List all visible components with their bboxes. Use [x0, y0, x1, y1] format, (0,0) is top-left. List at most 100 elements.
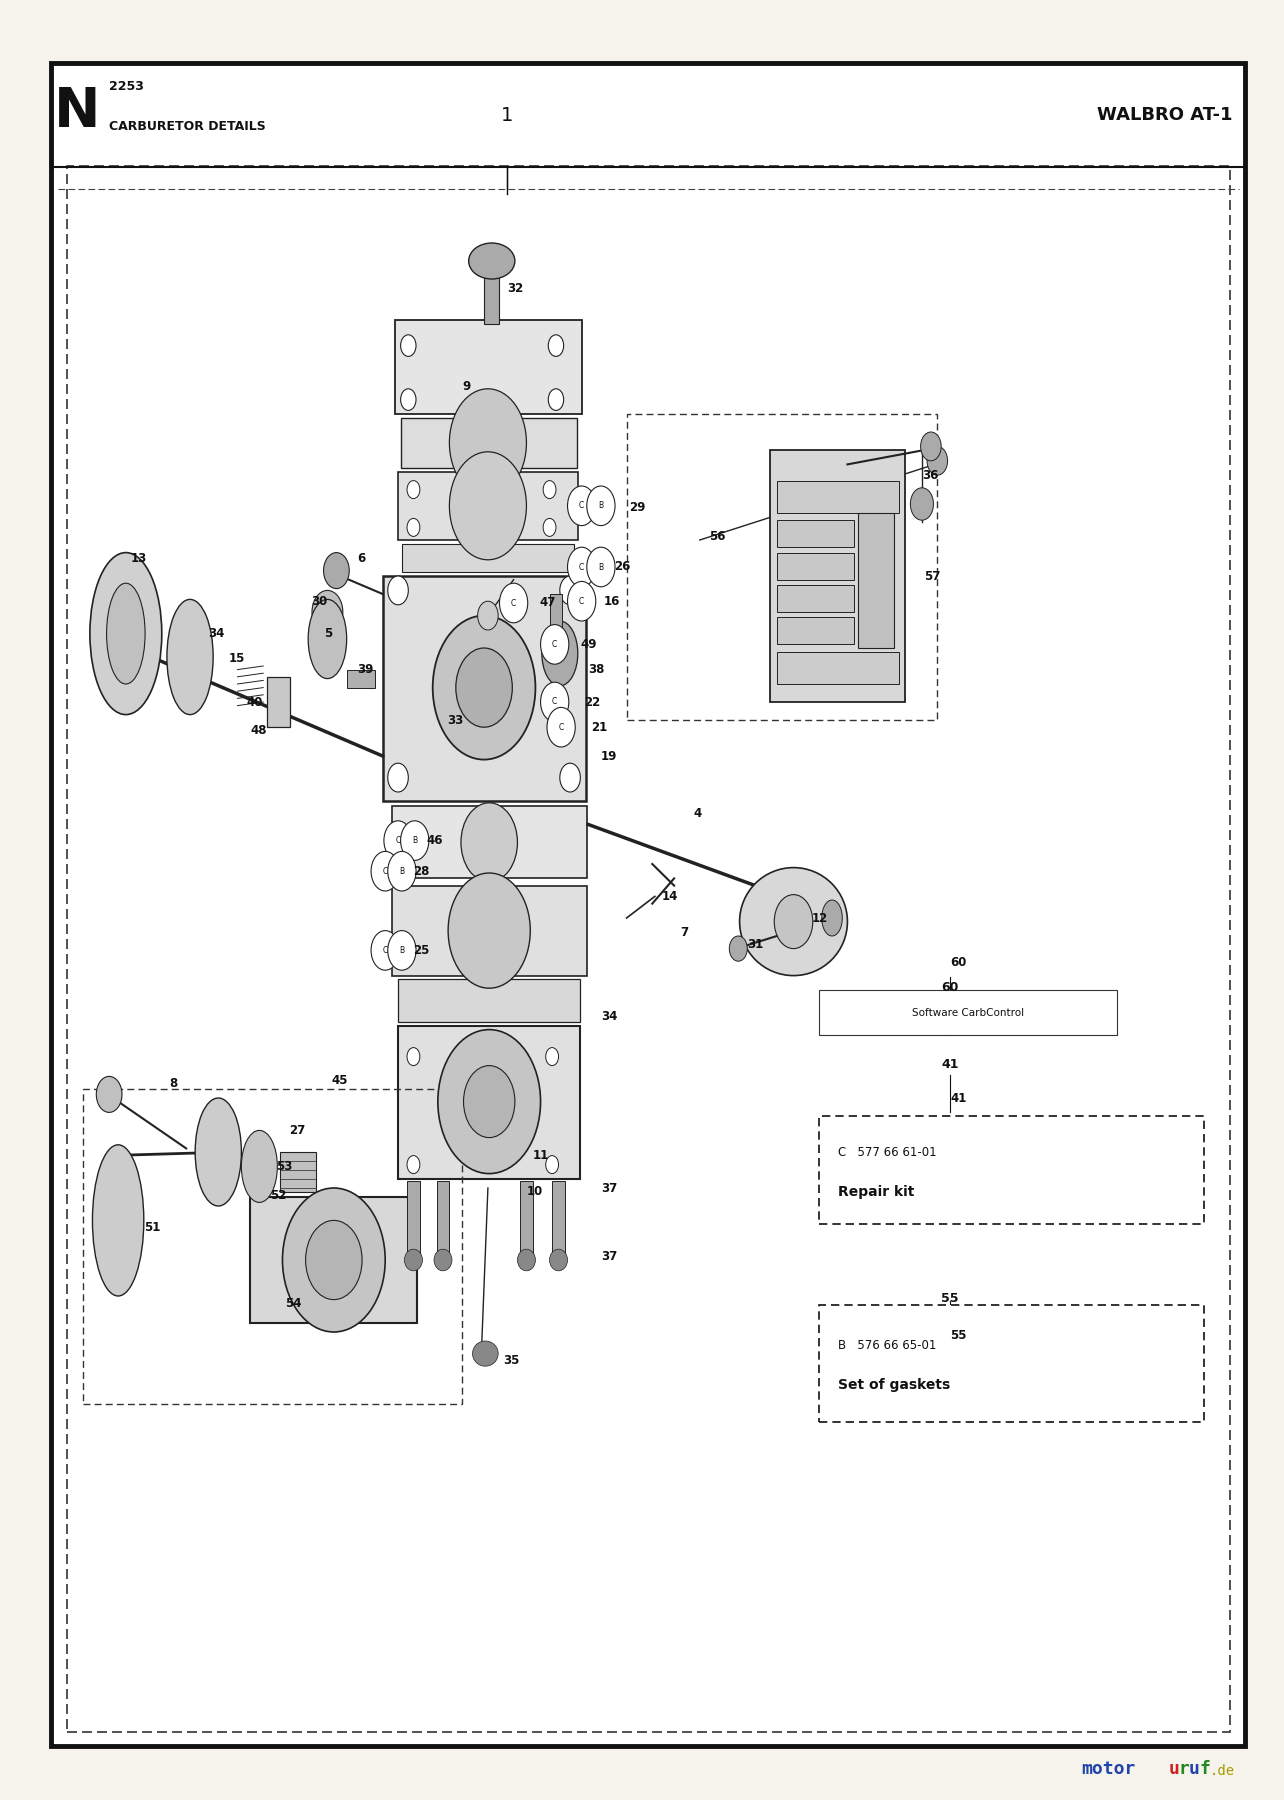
- Ellipse shape: [517, 1249, 535, 1271]
- Bar: [437, 1181, 449, 1260]
- Circle shape: [568, 486, 596, 526]
- Circle shape: [438, 1030, 541, 1174]
- Text: B: B: [598, 500, 603, 511]
- Circle shape: [560, 576, 580, 605]
- Text: 14: 14: [661, 889, 678, 904]
- Text: 54: 54: [285, 1296, 302, 1310]
- Circle shape: [312, 590, 343, 634]
- Text: u: u: [1168, 1760, 1179, 1778]
- Text: 11: 11: [533, 1148, 550, 1163]
- Text: 34: 34: [601, 1010, 618, 1024]
- Text: 10: 10: [526, 1184, 543, 1199]
- Ellipse shape: [434, 1249, 452, 1271]
- Text: C: C: [579, 500, 584, 511]
- Circle shape: [568, 581, 596, 621]
- Text: B   576 66 65-01: B 576 66 65-01: [838, 1339, 937, 1352]
- Text: B: B: [399, 947, 404, 954]
- Text: C: C: [395, 835, 401, 844]
- Bar: [552, 1181, 565, 1260]
- Text: Set of gaskets: Set of gaskets: [838, 1379, 950, 1391]
- Circle shape: [548, 389, 564, 410]
- Text: motor: motor: [1081, 1760, 1135, 1778]
- Text: 26: 26: [614, 560, 630, 574]
- Circle shape: [388, 576, 408, 605]
- Text: CARBURETOR DETAILS: CARBURETOR DETAILS: [109, 119, 266, 133]
- Text: 52: 52: [270, 1188, 286, 1202]
- Text: .de: .de: [1210, 1764, 1235, 1778]
- Text: C: C: [559, 724, 564, 731]
- Text: Software CarbControl: Software CarbControl: [912, 1008, 1025, 1017]
- Text: WALBRO AT-1: WALBRO AT-1: [1097, 106, 1233, 124]
- Bar: [67, 166, 1230, 1732]
- Text: 29: 29: [629, 500, 646, 515]
- Text: 47: 47: [539, 596, 556, 610]
- Text: C: C: [383, 866, 388, 875]
- Text: 36: 36: [922, 468, 939, 482]
- Ellipse shape: [90, 553, 162, 715]
- Circle shape: [546, 1048, 559, 1066]
- Bar: [83, 1089, 462, 1404]
- Ellipse shape: [469, 243, 515, 279]
- Text: 48: 48: [250, 724, 267, 738]
- Circle shape: [729, 936, 747, 961]
- Text: f: f: [1199, 1760, 1210, 1778]
- Text: 37: 37: [601, 1249, 618, 1264]
- Circle shape: [478, 601, 498, 630]
- Bar: [777, 520, 854, 547]
- Circle shape: [910, 488, 933, 520]
- Text: 7: 7: [681, 925, 688, 940]
- Ellipse shape: [822, 900, 842, 936]
- Bar: [770, 450, 905, 702]
- Bar: [250, 1197, 417, 1323]
- Bar: [819, 1305, 1204, 1422]
- Bar: [347, 670, 375, 688]
- Text: 21: 21: [591, 720, 607, 734]
- Circle shape: [407, 481, 420, 499]
- Circle shape: [449, 452, 526, 560]
- Bar: [777, 652, 899, 684]
- Bar: [395, 320, 582, 414]
- Circle shape: [371, 851, 399, 891]
- Text: 57: 57: [924, 569, 941, 583]
- Bar: [777, 617, 854, 644]
- Text: 55: 55: [950, 1328, 967, 1343]
- Ellipse shape: [404, 1249, 422, 1271]
- Text: 6: 6: [357, 551, 365, 565]
- Circle shape: [927, 446, 948, 475]
- Text: 46: 46: [426, 833, 443, 848]
- Ellipse shape: [195, 1098, 241, 1206]
- Text: C: C: [579, 598, 584, 605]
- Circle shape: [543, 481, 556, 499]
- Ellipse shape: [167, 599, 213, 715]
- Bar: [398, 472, 578, 540]
- Text: 60: 60: [950, 956, 967, 970]
- Text: 38: 38: [588, 662, 605, 677]
- Circle shape: [388, 931, 416, 970]
- Circle shape: [548, 335, 564, 356]
- Text: B: B: [399, 866, 404, 875]
- Text: 53: 53: [276, 1159, 293, 1174]
- Circle shape: [306, 1220, 362, 1300]
- Ellipse shape: [241, 1130, 277, 1202]
- Text: 4: 4: [693, 806, 701, 821]
- Text: 45: 45: [331, 1073, 348, 1087]
- Circle shape: [96, 1076, 122, 1112]
- Bar: [392, 806, 587, 878]
- Circle shape: [921, 432, 941, 461]
- Bar: [398, 979, 580, 1022]
- Text: 35: 35: [503, 1354, 520, 1368]
- Text: 28: 28: [413, 864, 430, 878]
- Circle shape: [456, 648, 512, 727]
- Bar: [392, 886, 587, 976]
- Text: 1: 1: [501, 106, 514, 124]
- Circle shape: [371, 931, 399, 970]
- Ellipse shape: [473, 1341, 498, 1366]
- Circle shape: [541, 682, 569, 722]
- Text: 31: 31: [747, 938, 764, 952]
- Circle shape: [401, 335, 416, 356]
- Text: 49: 49: [580, 637, 597, 652]
- Bar: [777, 481, 899, 513]
- Circle shape: [568, 547, 596, 587]
- Text: B: B: [598, 562, 603, 572]
- Bar: [777, 585, 854, 612]
